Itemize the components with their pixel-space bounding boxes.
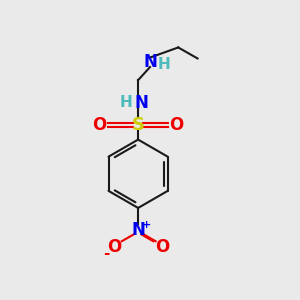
Text: H: H xyxy=(120,95,133,110)
Text: H: H xyxy=(157,57,170,72)
Text: +: + xyxy=(142,220,151,230)
Text: N: N xyxy=(143,53,157,71)
Text: N: N xyxy=(131,221,145,239)
Text: O: O xyxy=(169,116,184,134)
Text: O: O xyxy=(107,238,122,256)
Text: O: O xyxy=(155,238,169,256)
Text: O: O xyxy=(92,116,106,134)
Text: -: - xyxy=(103,246,109,261)
Text: S: S xyxy=(132,116,145,134)
Text: N: N xyxy=(135,94,148,112)
